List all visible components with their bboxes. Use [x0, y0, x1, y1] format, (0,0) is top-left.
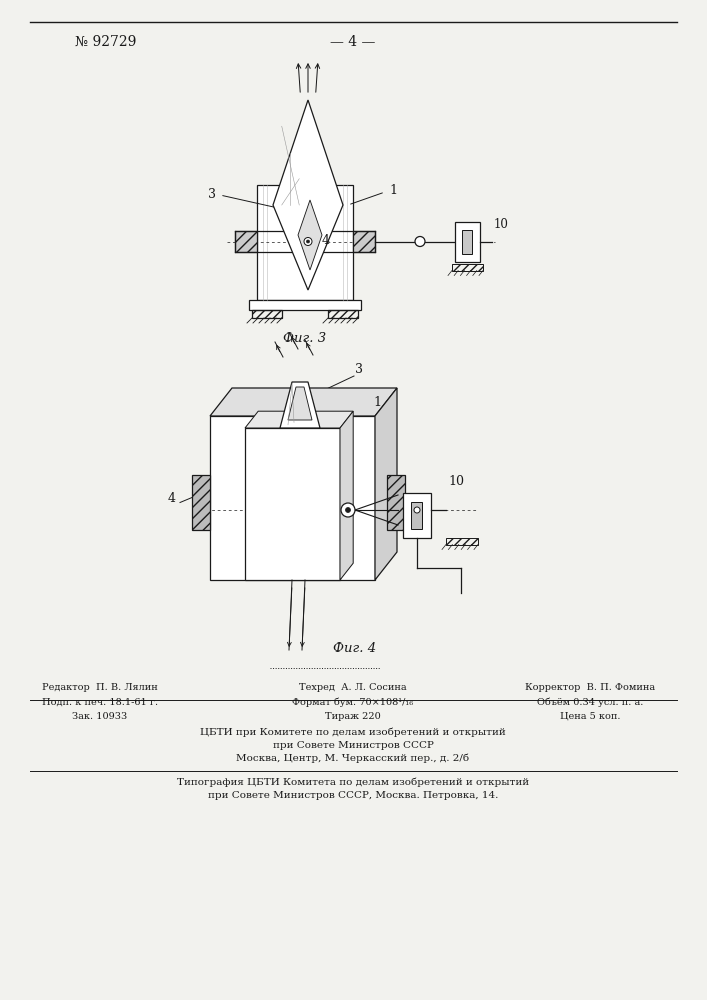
- Bar: [257, 185, 353, 300]
- Bar: [328, 310, 358, 318]
- Circle shape: [414, 507, 420, 513]
- Bar: [411, 502, 423, 528]
- Circle shape: [307, 240, 310, 243]
- Text: № 92729: № 92729: [75, 35, 136, 49]
- Text: Типография ЦБТИ Комитета по делам изобретений и открытий: Типография ЦБТИ Комитета по делам изобре…: [177, 778, 529, 787]
- Text: Корректор  В. П. Фомина: Корректор В. П. Фомина: [525, 683, 655, 692]
- Bar: [249, 300, 361, 310]
- Polygon shape: [340, 411, 354, 580]
- Polygon shape: [210, 388, 397, 416]
- Circle shape: [415, 236, 425, 246]
- Text: 3: 3: [355, 363, 363, 376]
- Text: 10: 10: [494, 218, 509, 231]
- Bar: [446, 538, 478, 544]
- Bar: [455, 222, 480, 261]
- Circle shape: [304, 237, 312, 245]
- Bar: [245, 428, 340, 580]
- Text: при Совете Министров СССР: при Совете Министров СССР: [273, 741, 433, 750]
- Bar: [192, 475, 210, 530]
- Bar: [353, 231, 375, 252]
- Text: Тираж 220: Тираж 220: [325, 712, 381, 721]
- Bar: [235, 231, 257, 252]
- Text: Фиг. 4: Фиг. 4: [334, 642, 377, 654]
- Circle shape: [346, 508, 351, 512]
- Text: 1: 1: [389, 184, 397, 196]
- Bar: [387, 475, 405, 530]
- Text: ЦБТИ при Комитете по делам изобретений и открытий: ЦБТИ при Комитете по делам изобретений и…: [200, 728, 506, 737]
- Polygon shape: [245, 411, 354, 428]
- Bar: [252, 310, 282, 318]
- Text: 1: 1: [373, 396, 381, 409]
- Text: 4: 4: [322, 233, 330, 246]
- Polygon shape: [298, 200, 322, 270]
- Bar: [452, 263, 483, 270]
- Text: Москва, Центр, М. Черкасский пер., д. 2/б: Москва, Центр, М. Черкасский пер., д. 2/…: [236, 754, 469, 763]
- Text: — 4 —: — 4 —: [330, 35, 375, 49]
- Circle shape: [341, 503, 355, 517]
- Text: Редактор  П. В. Лялин: Редактор П. В. Лялин: [42, 683, 158, 692]
- Polygon shape: [375, 388, 397, 580]
- Polygon shape: [280, 382, 320, 428]
- Polygon shape: [288, 387, 312, 420]
- Bar: [462, 230, 472, 253]
- Text: Зак. 10933: Зак. 10933: [72, 712, 128, 721]
- Text: Объём 0.34 усл. п. а.: Объём 0.34 усл. п. а.: [537, 698, 643, 707]
- Text: при Совете Министров СССР, Москва. Петровка, 14.: при Совете Министров СССР, Москва. Петро…: [208, 791, 498, 800]
- Text: Подп. к печ. 18.1-61 г.: Подп. к печ. 18.1-61 г.: [42, 698, 158, 707]
- Text: Фиг. 3: Фиг. 3: [284, 332, 327, 344]
- Text: Формат бум. 70×108¹/₁₆: Формат бум. 70×108¹/₁₆: [293, 698, 414, 707]
- Text: 4: 4: [168, 492, 176, 506]
- Text: Цена 5 коп.: Цена 5 коп.: [560, 712, 620, 721]
- Text: 3: 3: [208, 188, 216, 202]
- Text: Техред  А. Л. Сосина: Техред А. Л. Сосина: [299, 683, 407, 692]
- Text: 10: 10: [448, 475, 464, 488]
- Bar: [403, 492, 431, 538]
- Bar: [210, 416, 375, 580]
- Polygon shape: [273, 100, 343, 290]
